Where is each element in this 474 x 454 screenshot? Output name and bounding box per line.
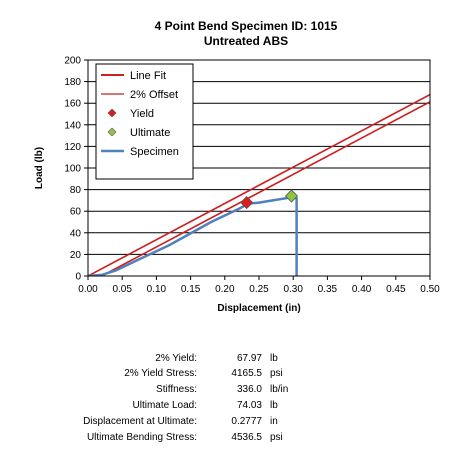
y-tick-label: 200 [64,56,81,67]
result-row-displacement-ultimate: Displacement at Ultimate: 0.2777 in [0,415,474,429]
y-tick-label: 140 [64,120,81,131]
y-tick-label: 80 [70,185,82,196]
result-row-yield: 2% Yield: 67.97 lb [0,352,474,366]
y-tick-label: 40 [70,228,82,239]
result-unit: in [270,416,278,427]
x-tick-label: 0.30 [283,284,303,295]
result-value: 74.03 [236,400,262,411]
result-row-ultimate-load: Ultimate Load: 74.03 lb [0,399,474,413]
legend-label: Ultimate [130,127,170,139]
series-specimen-line [88,194,298,276]
x-tick-label: 0.40 [352,284,372,295]
legend-label: Specimen [130,146,179,158]
result-value: 4165.5 [231,368,262,379]
result-unit: lb [270,353,278,364]
x-tick-label: 0.20 [215,284,235,295]
y-tick-label: 160 [64,99,81,110]
result-label: Ultimate Load: [132,400,197,411]
x-tick-label: 0.25 [249,284,269,295]
x-tick-label: 0.00 [78,284,98,295]
ultimate-point-marker [284,189,299,203]
result-row-bending-stress: Ultimate Bending Stress: 4536.5 psi [0,431,474,445]
legend-box [95,63,194,180]
axis-layer: 0 20 40 60 80 100 120 140 160 180 200 0.00 0.05 0.10 0… [64,56,440,296]
y-tick-label: 180 [64,77,81,88]
chart-legend: Line Fit 2% Offset Yield Ultimate Specimen [95,63,194,180]
result-value: 67.97 [236,353,262,364]
series-layer [88,93,430,276]
legend-swatch-yield [107,108,117,118]
x-tick-label: 0.05 [112,284,132,295]
x-tick-label: 0.50 [420,284,440,295]
legend-swatch-ultimate [107,127,117,137]
x-tick-label: 0.35 [318,284,338,295]
result-value: 0.2777 [231,416,262,427]
series-2-offset-line [101,101,430,276]
y-tick-label: 0 [75,272,81,283]
result-row-stiffness: Stiffness: 336.0 lb/in [0,383,474,397]
result-row-yield-stress: 2% Yield Stress: 4165.5 psi [0,367,474,381]
result-unit: psi [270,432,283,443]
result-value: 4536.5 [231,432,262,443]
result-label: Ultimate Bending Stress: [86,432,197,443]
x-axis-label: Displacement (in) [217,303,300,314]
result-unit: psi [270,368,283,379]
x-tick-label: 0.10 [147,284,167,295]
legend-label: Yield [130,108,154,120]
chart-subtitle: Untreated ABS [204,34,288,48]
result-unit: lb [270,400,278,411]
result-label: Stiffness: [156,384,197,395]
chart-title: 4 Point Bend Specimen ID: 1015 [155,19,338,33]
y-tick-label: 20 [70,250,82,261]
load-displacement-chart: 4 Point Bend Specimen ID: 1015 Untreated… [34,19,440,314]
y-tick-label: 100 [64,164,81,175]
y-tick-label: 120 [64,142,81,153]
result-label: 2% Yield: [155,353,197,364]
result-value: 336.0 [236,384,262,395]
y-axis-label: Load (lb) [34,147,45,189]
legend-label: Line Fit [130,70,166,82]
series-line-fit-line [88,93,430,276]
legend-label: 2% Offset [130,89,178,101]
yield-point-marker [240,196,254,210]
result-unit: lb/in [270,384,289,395]
result-label: Displacement at Ultimate: [83,416,197,427]
x-tick-label: 0.15 [181,284,201,295]
result-label: 2% Yield Stress: [124,368,197,379]
y-tick-label: 60 [70,207,82,218]
legend-items: Line Fit 2% Offset Yield Ultimate Specimen [101,70,179,158]
x-tick-label: 0.45 [386,284,406,295]
